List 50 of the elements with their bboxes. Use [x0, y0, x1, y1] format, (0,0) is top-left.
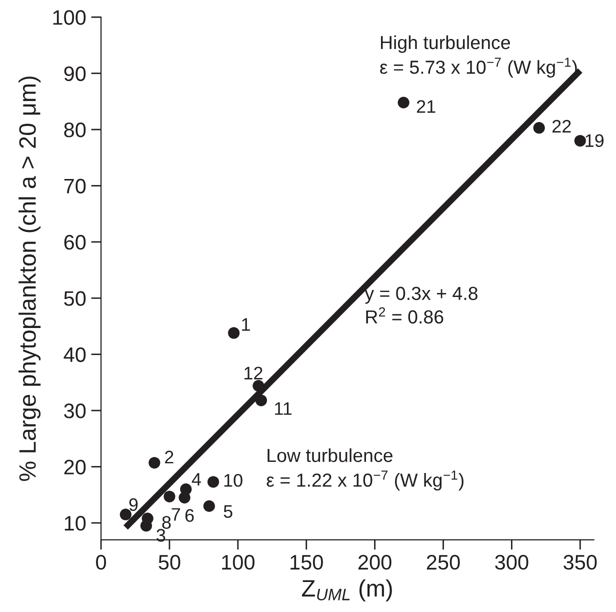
x-tick-label: 0	[96, 554, 106, 570]
annotation: 11	[275, 402, 292, 415]
annotation: 5	[224, 505, 232, 518]
annotation: 7	[172, 508, 180, 521]
y-tick-label: 90	[64, 66, 86, 82]
annotation: 22	[552, 120, 571, 133]
x-tick-label: 350	[564, 554, 597, 570]
point	[207, 476, 220, 488]
y-tick-label: 10	[64, 516, 86, 531]
x-tick-label: 300	[495, 554, 528, 570]
point	[252, 380, 264, 392]
point	[142, 512, 154, 524]
annotation: 3	[156, 528, 166, 542]
y-tick-label: 30	[64, 404, 86, 418]
point	[574, 134, 586, 147]
point	[533, 122, 545, 134]
annotation: 9	[129, 498, 138, 512]
annotation: y = 0.3x + 4.8	[364, 286, 478, 304]
annotation: 19	[586, 134, 604, 148]
point	[398, 96, 410, 108]
x-tick-label: 200	[358, 554, 392, 570]
y-tick-label: 100	[53, 10, 86, 25]
point	[255, 394, 267, 406]
annotation: 10	[224, 474, 242, 487]
point	[203, 500, 215, 512]
annotation: 12	[244, 366, 262, 380]
annotation: 4	[192, 473, 201, 486]
annotation: Low turbulence ε = 1.22 x 10$^{−7}$ (W kg$^{−1}$)	[266, 448, 464, 490]
x-tick-label: 150	[290, 554, 323, 570]
point	[164, 490, 176, 502]
point	[148, 456, 160, 469]
y-tick-label: 80	[64, 122, 86, 138]
x-tick-label: 50	[158, 554, 180, 570]
y-tick-label: 60	[64, 234, 86, 250]
y-tick-label: 20	[64, 460, 86, 474]
point	[228, 327, 240, 339]
x-axis-title: Z$_{UML}$ (m)	[302, 579, 392, 602]
annotation: 6	[185, 509, 194, 522]
y-tick-label: 40	[64, 347, 86, 362]
x-tick-label: 100	[222, 554, 254, 570]
x-tick-label: 250	[426, 554, 460, 570]
annotation: 21	[416, 100, 436, 113]
y-tick-label: 70	[64, 178, 86, 194]
y-tick-label: 50	[64, 291, 86, 306]
annotation: R$^{2}$ = 0.86	[366, 307, 444, 324]
annotation: 1	[242, 318, 250, 331]
annotation: 2	[165, 450, 174, 464]
annotation: 8	[162, 516, 171, 529]
point	[178, 492, 190, 504]
y-axis-title: % Large phytoplankton (chl a > 20 μm)	[18, 76, 41, 481]
